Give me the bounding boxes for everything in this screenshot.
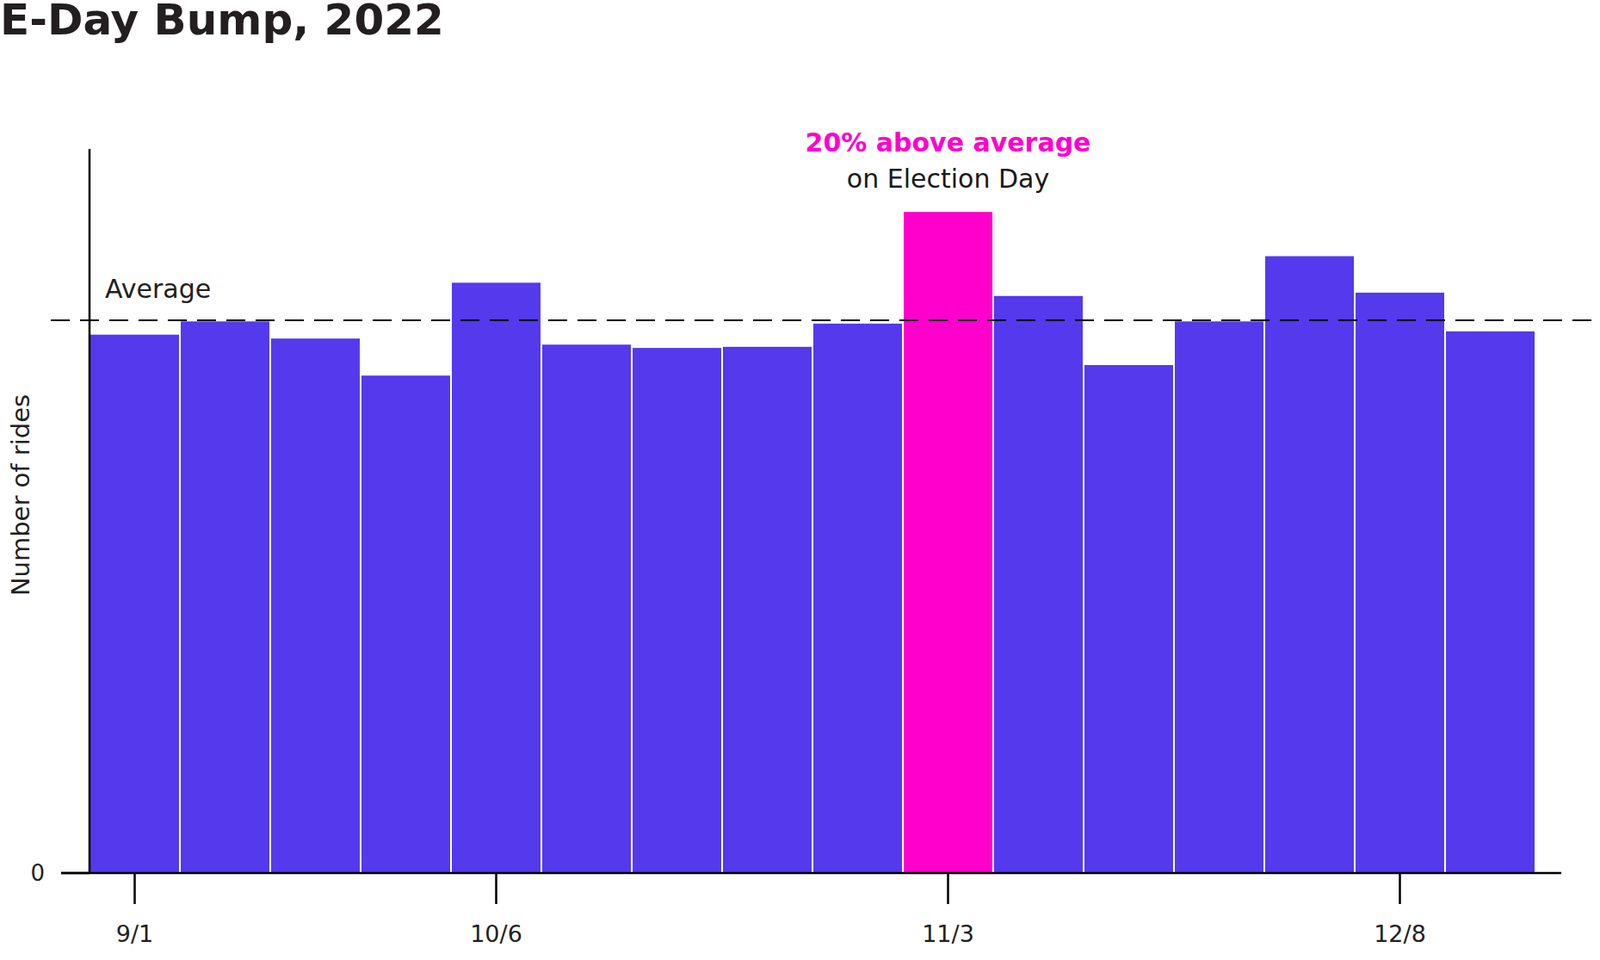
bar — [90, 334, 180, 873]
bar — [1265, 256, 1354, 873]
x-tick-label: 10/6 — [469, 920, 523, 947]
bar — [1084, 364, 1174, 873]
x-axis — [61, 871, 1562, 875]
bar — [813, 323, 902, 873]
annotation: 20% above average — [805, 127, 1092, 158]
title: E-Day Bump, 2022 — [0, 0, 445, 45]
bar — [722, 346, 812, 873]
x-tick — [946, 872, 950, 904]
bars — [90, 211, 1535, 873]
bar — [451, 282, 541, 873]
bar — [271, 338, 360, 873]
bar — [1355, 292, 1445, 873]
average-line — [50, 319, 1600, 322]
average-label: Average — [105, 273, 211, 304]
x-tick — [494, 872, 498, 904]
bar — [903, 211, 993, 873]
x-tick — [1398, 872, 1402, 904]
bar — [1445, 331, 1535, 873]
bar — [994, 296, 1083, 873]
bar — [1174, 321, 1264, 873]
x-tick — [133, 872, 136, 904]
y-label: Number of rides — [6, 394, 36, 596]
x-tick-label: 12/8 — [1373, 920, 1427, 947]
y-axis — [88, 148, 92, 873]
bar — [542, 344, 631, 873]
x-tick-label: 9/1 — [116, 920, 154, 947]
x-tick-label: 11/3 — [921, 920, 975, 947]
annotation: on Election Day — [846, 163, 1050, 194]
y-tick — [61, 871, 90, 875]
bar — [361, 375, 451, 873]
y-tick-label: 0 — [30, 859, 45, 886]
bar — [632, 347, 722, 873]
chart: E-Day Bump, 2022 Number of rides 0 9/1 10/6 1… — [0, 0, 1600, 960]
bar — [180, 321, 270, 873]
